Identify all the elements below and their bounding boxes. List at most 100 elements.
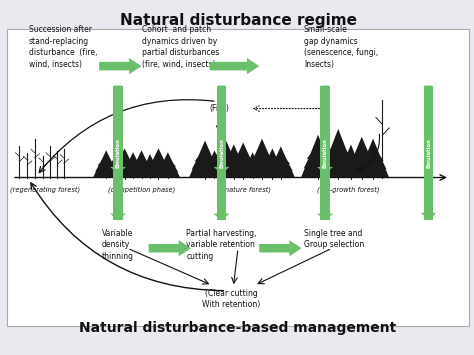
Polygon shape <box>145 148 173 178</box>
Polygon shape <box>149 155 168 165</box>
Polygon shape <box>130 153 153 171</box>
FancyBboxPatch shape <box>217 86 226 220</box>
Polygon shape <box>420 86 437 220</box>
Text: (old-growth forest): (old-growth forest) <box>318 186 380 193</box>
Polygon shape <box>207 137 242 178</box>
Polygon shape <box>110 148 139 178</box>
FancyBboxPatch shape <box>113 86 123 220</box>
Polygon shape <box>221 148 246 170</box>
Text: Emulation: Emulation <box>219 138 224 168</box>
Polygon shape <box>227 142 259 178</box>
Polygon shape <box>115 155 134 165</box>
Polygon shape <box>304 140 332 168</box>
Text: Emulation: Emulation <box>426 138 431 168</box>
Text: Natural disturbance regime: Natural disturbance regime <box>119 13 356 28</box>
Polygon shape <box>219 144 249 178</box>
Polygon shape <box>248 143 276 169</box>
Polygon shape <box>316 147 340 170</box>
Polygon shape <box>104 154 127 178</box>
Polygon shape <box>317 178 333 221</box>
Polygon shape <box>264 155 281 165</box>
Polygon shape <box>93 150 119 178</box>
Text: Cohort  and patch
dynamics driven by
partial disturbances
(fire, wind, insects): Cohort and patch dynamics driven by part… <box>142 26 219 69</box>
Polygon shape <box>98 157 115 166</box>
Polygon shape <box>342 152 360 163</box>
Polygon shape <box>202 150 227 178</box>
Polygon shape <box>204 153 225 171</box>
Polygon shape <box>99 58 142 74</box>
Polygon shape <box>245 138 279 178</box>
Polygon shape <box>301 135 335 178</box>
Polygon shape <box>106 157 125 173</box>
Text: Emulation: Emulation <box>116 138 120 168</box>
Polygon shape <box>125 158 141 166</box>
Polygon shape <box>133 157 150 166</box>
Text: (competition phase): (competition phase) <box>108 186 175 193</box>
Polygon shape <box>110 178 126 221</box>
Polygon shape <box>155 152 180 178</box>
Polygon shape <box>360 143 386 169</box>
Polygon shape <box>233 151 254 162</box>
Text: Natural disturbance-based management: Natural disturbance-based management <box>79 321 397 335</box>
Polygon shape <box>158 155 178 172</box>
Polygon shape <box>210 58 259 74</box>
Text: Small-scale
gap dynamics
(senescence, fungi,
Insects): Small-scale gap dynamics (senescence, fu… <box>304 26 378 69</box>
Polygon shape <box>338 144 364 178</box>
Polygon shape <box>141 157 159 173</box>
Polygon shape <box>259 240 301 256</box>
Text: (regenerating forest): (regenerating forest) <box>10 186 80 193</box>
Polygon shape <box>269 150 292 171</box>
FancyBboxPatch shape <box>320 86 330 220</box>
Polygon shape <box>319 151 337 162</box>
Text: (mature forest): (mature forest) <box>219 186 271 193</box>
Polygon shape <box>347 141 376 169</box>
Text: Emulation: Emulation <box>323 138 328 168</box>
Polygon shape <box>160 158 176 166</box>
Polygon shape <box>212 146 236 160</box>
Polygon shape <box>189 141 221 178</box>
Polygon shape <box>113 152 137 171</box>
Polygon shape <box>108 159 123 167</box>
Polygon shape <box>143 159 157 167</box>
Polygon shape <box>110 86 126 174</box>
Polygon shape <box>210 141 239 169</box>
Polygon shape <box>322 135 354 167</box>
Polygon shape <box>230 147 256 170</box>
Polygon shape <box>326 140 351 156</box>
Polygon shape <box>194 149 216 162</box>
Polygon shape <box>121 152 146 178</box>
Polygon shape <box>245 158 260 166</box>
Polygon shape <box>307 144 329 159</box>
Text: (Clear cutting
With retention): (Clear cutting With retention) <box>202 289 260 309</box>
Polygon shape <box>357 138 389 178</box>
Polygon shape <box>191 145 219 169</box>
Polygon shape <box>317 86 333 174</box>
Polygon shape <box>213 178 229 221</box>
Polygon shape <box>241 152 264 178</box>
Polygon shape <box>251 148 273 160</box>
Polygon shape <box>267 146 295 178</box>
Polygon shape <box>123 155 143 172</box>
Polygon shape <box>319 129 357 178</box>
Text: (Fire): (Fire) <box>209 104 229 113</box>
Polygon shape <box>146 152 170 171</box>
Polygon shape <box>363 148 384 160</box>
Polygon shape <box>243 155 262 172</box>
FancyBboxPatch shape <box>8 29 469 326</box>
Text: Partial harvesting,
variable retention
cutting: Partial harvesting, variable retention c… <box>186 229 257 261</box>
Polygon shape <box>148 240 191 256</box>
Text: Single tree and
Group selection: Single tree and Group selection <box>304 229 364 249</box>
Text: Succession after
stand-replacing
disturbance  (fire,
wind, insects): Succession after stand-replacing disturb… <box>28 26 97 69</box>
Polygon shape <box>95 153 117 171</box>
Polygon shape <box>213 86 229 174</box>
FancyBboxPatch shape <box>424 86 433 220</box>
Polygon shape <box>272 154 290 164</box>
Text: Variable
density
thinning: Variable density thinning <box>101 229 134 261</box>
Polygon shape <box>261 152 283 171</box>
Polygon shape <box>224 152 244 163</box>
Polygon shape <box>139 154 161 178</box>
Polygon shape <box>340 148 362 170</box>
Polygon shape <box>259 148 285 178</box>
Polygon shape <box>206 157 223 166</box>
Polygon shape <box>128 150 155 178</box>
